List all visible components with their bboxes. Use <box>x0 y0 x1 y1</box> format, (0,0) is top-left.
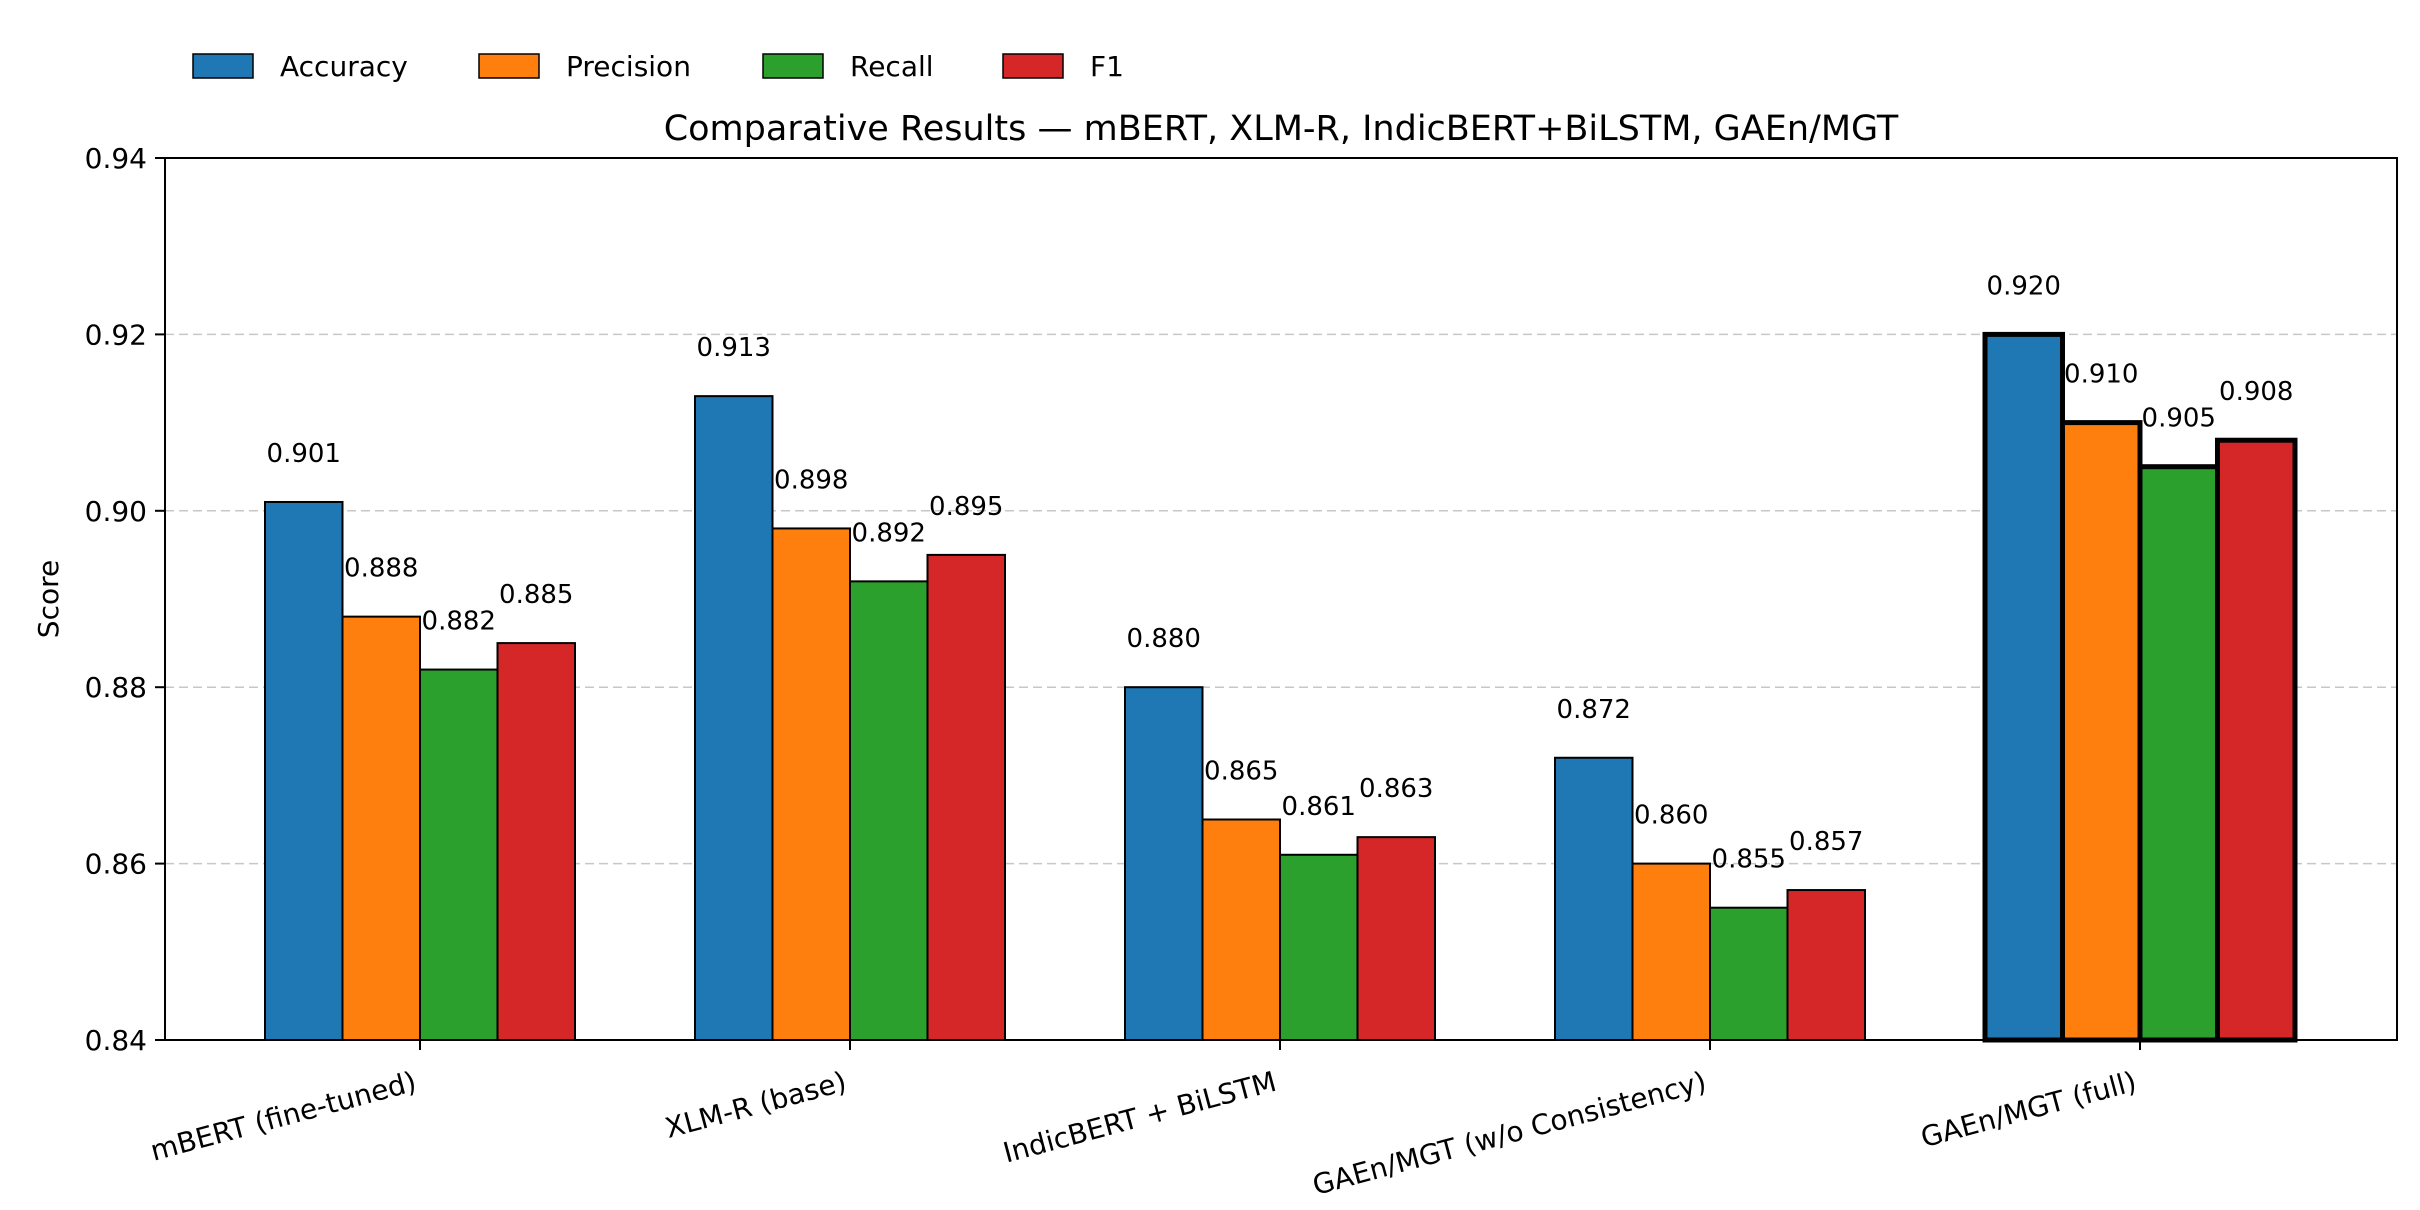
x-tick-label: XLM-R (base) <box>662 1065 850 1145</box>
bar-accuracy-0 <box>264 500 344 1042</box>
value-label: 0.895 <box>929 492 1003 522</box>
value-label: 0.857 <box>1789 827 1863 857</box>
bar-accuracy-1 <box>694 395 774 1041</box>
y-axis: 0.84 0.86 0.88 0.90 0.92 0.94 <box>85 142 165 1057</box>
x-tick-label: mBERT (fine-tuned) <box>147 1065 420 1168</box>
value-label: 0.882 <box>422 607 496 637</box>
value-label: 0.855 <box>1712 845 1786 875</box>
bar-f1-2 <box>1356 836 1436 1042</box>
x-tick-label: GAEn/MGT (w/o Consistency) <box>1309 1065 1710 1202</box>
bar-precision-1 <box>771 527 851 1041</box>
value-label: 0.880 <box>1127 624 1201 654</box>
bar-precision-3 <box>1631 862 1711 1041</box>
legend-swatch-recall <box>762 53 824 79</box>
value-label: 0.898 <box>774 465 848 495</box>
legend-label-f1: F1 <box>1090 50 1124 83</box>
y-tick-label: 0.94 <box>85 142 147 175</box>
y-tick-label: 0.84 <box>85 1024 147 1057</box>
bar-f1-0 <box>496 642 576 1041</box>
value-label: 0.892 <box>852 518 926 548</box>
bar-precision-2 <box>1201 818 1281 1041</box>
bar-precision-0 <box>341 615 421 1041</box>
value-label: 0.905 <box>2142 404 2216 434</box>
chart-title: Comparative Results — mBERT, XLM-R, Indi… <box>664 109 1899 149</box>
y-tick-label: 0.88 <box>85 671 147 704</box>
value-label: 0.920 <box>1987 271 2061 301</box>
value-label: 0.860 <box>1634 801 1708 831</box>
value-label: 0.872 <box>1557 695 1631 725</box>
value-label: 0.861 <box>1282 792 1356 822</box>
y-tick-label: 0.90 <box>85 495 147 528</box>
bar-recall-2 <box>1279 853 1359 1042</box>
legend: Accuracy Precision Recall F1 <box>192 50 1124 83</box>
value-label: 0.863 <box>1359 774 1433 804</box>
value-label: 0.865 <box>1204 757 1278 787</box>
legend-label-accuracy: Accuracy <box>280 50 408 83</box>
legend-label-precision: Precision <box>566 50 691 83</box>
bar-recall-3 <box>1709 906 1789 1042</box>
bar-f1-4 <box>2215 437 2298 1043</box>
bar-f1-3 <box>1786 889 1866 1041</box>
legend-label-recall: Recall <box>850 50 934 83</box>
bar-accuracy-4 <box>1982 331 2065 1043</box>
legend-swatch-precision <box>478 53 540 79</box>
value-label: 0.885 <box>499 580 573 610</box>
y-axis-label: Score <box>32 560 65 638</box>
value-label: 0.910 <box>2064 360 2138 390</box>
legend-swatch-accuracy <box>192 53 254 79</box>
x-tick-label: IndicBERT + BiLSTM <box>1000 1065 1280 1170</box>
legend-swatch-f1 <box>1002 53 1064 79</box>
x-tick-label: GAEn/MGT (full) <box>1917 1065 2140 1154</box>
y-tick-label: 0.86 <box>85 848 147 881</box>
y-tick-label: 0.92 <box>85 318 147 351</box>
value-label: 0.901 <box>267 439 341 469</box>
bar-recall-4 <box>2137 464 2220 1043</box>
bar-accuracy-2 <box>1124 686 1204 1041</box>
bar-recall-1 <box>849 580 929 1041</box>
value-label: 0.908 <box>2219 377 2293 407</box>
value-label: 0.888 <box>344 554 418 584</box>
x-axis: mBERT (fine-tuned) XLM-R (base) IndicBERT … <box>147 1040 2141 1202</box>
bar-precision-4 <box>2060 420 2143 1043</box>
bar-accuracy-3 <box>1554 756 1634 1041</box>
bar-recall-0 <box>419 668 499 1041</box>
value-label: 0.913 <box>697 333 771 363</box>
bar-f1-1 <box>926 553 1006 1042</box>
